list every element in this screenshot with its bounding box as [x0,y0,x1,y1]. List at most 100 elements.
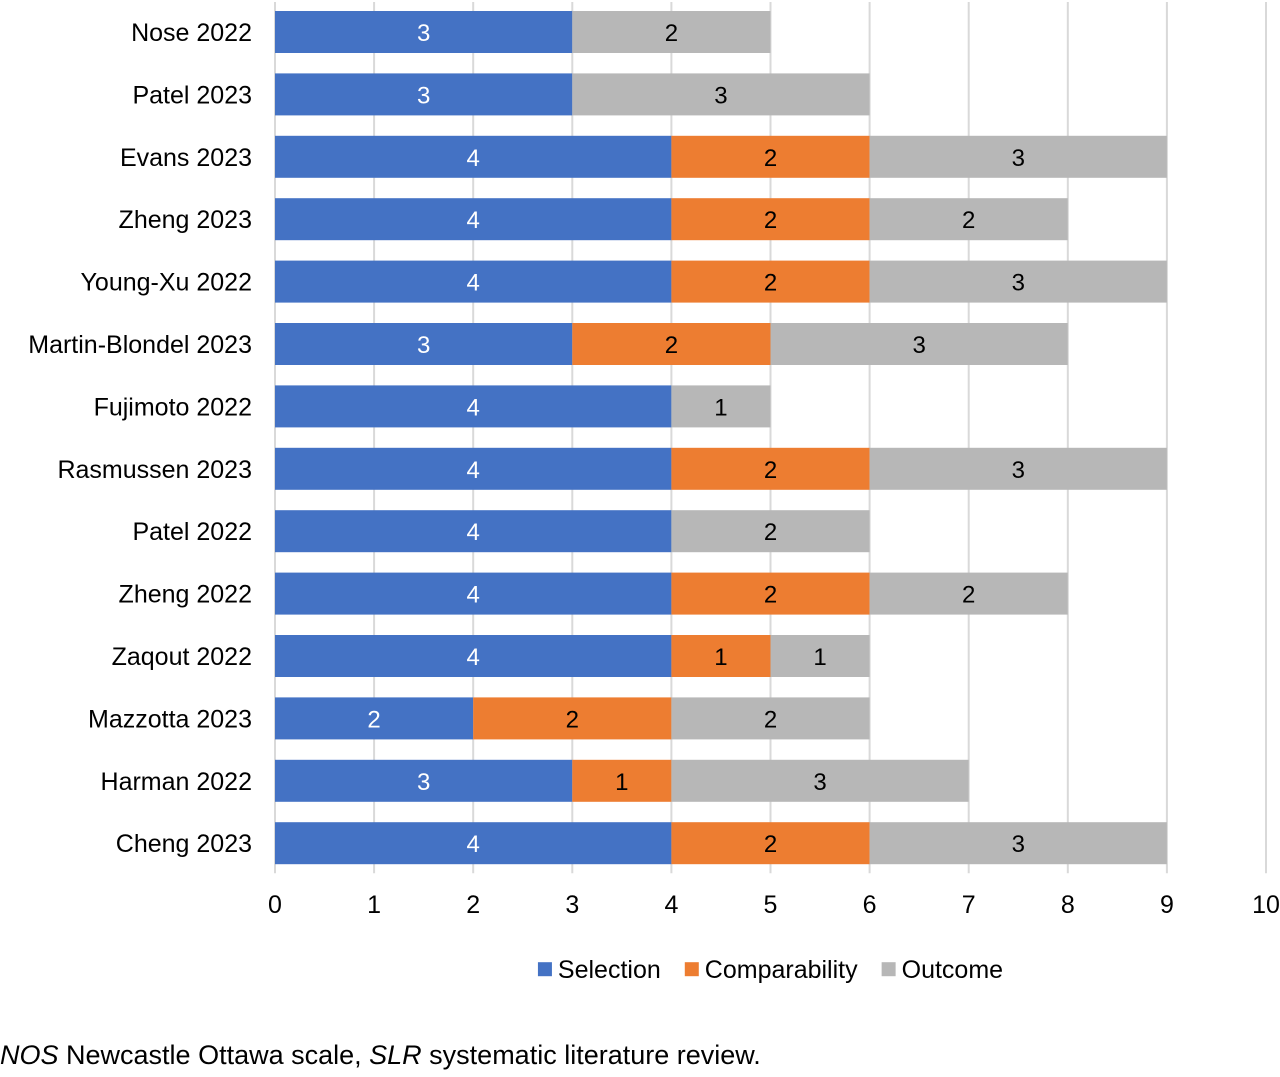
footnote-abbr-slr: SLR [369,1040,422,1070]
data-label: 4 [467,207,480,234]
category-label: Patel 2023 [132,81,252,109]
bar-segment-outcome [869,822,1167,865]
gridlines [274,2,1267,874]
legend-item-outcome: Outcome [881,956,1003,984]
category-label: Cheng 2023 [116,830,252,858]
data-label: 2 [665,332,678,359]
legend-label: Outcome [902,956,1003,984]
category-label: Zheng 2023 [119,206,252,234]
bar-segment-comparability [572,323,771,365]
data-label: 4 [467,519,480,546]
data-label: 4 [467,582,480,609]
bar-segment-selection [275,447,672,490]
data-label: 3 [1012,270,1025,297]
bar-segment-selection [275,572,672,615]
data-label: 2 [764,457,777,484]
category-label: Young-Xu 2022 [81,269,252,297]
x-tick-label: 7 [962,891,976,919]
x-tick-label: 5 [764,891,778,919]
data-label: 2 [665,20,678,47]
data-label: 3 [714,82,727,109]
data-label: 3 [417,20,430,47]
x-tick-label: 1 [367,891,381,919]
x-tick-label: 6 [863,891,877,919]
bar-segment-selection [275,323,573,365]
legend-swatch [537,962,552,977]
bar-segment-selection [275,385,672,428]
data-label: 2 [764,145,777,172]
category-label: Mazzotta 2023 [88,705,252,733]
category-label: Fujimoto 2022 [94,393,252,421]
bar-segment-comparability [473,697,672,740]
category-labels: Nose 2022 Patel 2023 Evans 2023 Zheng 2023 Y… [28,19,252,858]
data-label: 2 [764,706,777,733]
bar-segment-outcome [671,510,870,553]
data-label: 3 [1012,457,1025,484]
legend-swatch [881,962,896,977]
bar-segment-comparability [671,198,870,241]
data-label: 3 [417,769,430,796]
data-label: 4 [467,394,480,421]
x-tick-label: 8 [1061,891,1075,919]
bar-segment-outcome [770,635,870,677]
bar-segment-selection [275,73,573,116]
legend-label: Comparability [705,956,858,984]
data-label: 2 [962,582,975,609]
footnote-text-slr: systematic literature review. [421,1040,761,1070]
bar-segment-outcome [572,73,870,116]
bar-segment-selection [275,198,672,241]
category-label: Rasmussen 2023 [57,456,252,484]
data-label: 2 [764,582,777,609]
data-label: 4 [467,270,480,297]
bar-segment-selection [275,510,672,553]
bars: 3 2 3 3 4 2 3 4 2 2 4 2 3 3 2 3 4 1 4 2 3 4 2 4 2 2 4 1 1 2 2 2 3 1 3 4 2 3 [275,11,1167,865]
data-label: 1 [714,644,727,671]
bar-segment-outcome [671,759,969,802]
data-label: 2 [764,207,777,234]
bar-segment-comparability [572,759,672,802]
legend-item-selection: Selection [537,956,661,984]
bar-segment-selection [275,759,573,802]
footnote: NOS Newcastle Ottawa scale, SLR systemat… [0,1040,761,1071]
bar-segment-outcome [671,385,771,428]
legend-swatch [684,962,699,977]
category-label: Patel 2022 [132,518,252,546]
x-tick-label: 4 [664,891,678,919]
bar-segment-outcome [869,198,1068,241]
category-label: Nose 2022 [131,19,252,47]
data-label: 2 [764,270,777,297]
data-label: 4 [467,644,480,671]
data-label: 3 [813,769,826,796]
category-label: Zaqout 2022 [112,643,252,671]
category-label: Zheng 2022 [119,581,252,609]
legend-item-comparability: Comparability [684,956,858,984]
bar-segment-outcome [869,135,1167,178]
bar-segment-selection [275,635,672,677]
x-tick-label: 0 [268,891,282,919]
bar-segment-outcome [770,323,1068,365]
data-label: 2 [566,706,579,733]
bar-segment-comparability [671,572,870,615]
data-label: 2 [764,831,777,858]
data-label: 1 [615,769,628,796]
category-label: Harman 2022 [101,768,252,796]
bar-segment-selection [275,260,672,303]
x-axis-ticks: 0 1 2 3 4 5 6 7 8 9 10 [268,891,1280,919]
data-label: 3 [1012,831,1025,858]
bar-segment-comparability [671,135,870,178]
bar-segment-selection [275,135,672,178]
data-label: 3 [912,332,925,359]
legend-label: Selection [558,956,661,984]
bar-segment-selection [275,11,573,53]
footnote-abbr-nos: NOS [0,1040,59,1070]
data-label: 1 [813,644,826,671]
bar-segment-comparability [671,447,870,490]
bar-segment-outcome [869,260,1167,303]
data-label: 2 [367,706,380,733]
bar-segment-outcome [869,572,1068,615]
bar-segment-comparability [671,260,870,303]
x-tick-label: 3 [565,891,579,919]
data-label: 1 [714,394,727,421]
data-label: 3 [417,332,430,359]
